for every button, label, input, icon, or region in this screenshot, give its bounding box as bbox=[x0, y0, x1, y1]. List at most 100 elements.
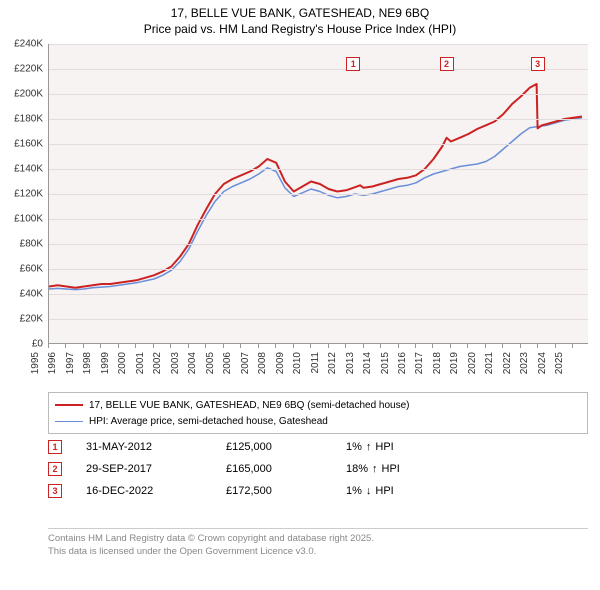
legend-swatch bbox=[55, 404, 83, 406]
x-tick-mark bbox=[520, 344, 521, 348]
y-tick-label: £20K bbox=[2, 314, 46, 325]
sales-date: 16-DEC-2022 bbox=[86, 485, 226, 497]
x-tick-mark bbox=[83, 344, 84, 348]
x-tick-mark bbox=[293, 344, 294, 348]
gridline-h bbox=[49, 194, 588, 195]
series-price_paid bbox=[49, 84, 582, 288]
legend-label: HPI: Average price, semi-detached house,… bbox=[89, 416, 328, 427]
x-tick-mark bbox=[100, 344, 101, 348]
y-tick-label: £220K bbox=[2, 64, 46, 75]
gridline-h bbox=[49, 269, 588, 270]
x-tick-mark bbox=[363, 344, 364, 348]
x-tick-mark bbox=[555, 344, 556, 348]
x-tick-mark bbox=[258, 344, 259, 348]
x-tick-mark bbox=[380, 344, 381, 348]
gridline-h bbox=[49, 219, 588, 220]
title-block: 17, BELLE VUE BANK, GATESHEAD, NE9 6BQ P… bbox=[0, 0, 600, 37]
title-address: 17, BELLE VUE BANK, GATESHEAD, NE9 6BQ bbox=[0, 6, 600, 22]
x-tick-mark bbox=[135, 344, 136, 348]
legend-row: HPI: Average price, semi-detached house,… bbox=[55, 413, 581, 429]
y-tick-label: £160K bbox=[2, 139, 46, 150]
arrow-up-icon: ↑ bbox=[366, 441, 372, 453]
y-tick-label: £0 bbox=[2, 339, 46, 350]
x-tick-mark bbox=[537, 344, 538, 348]
sales-marker: 1 bbox=[48, 440, 62, 454]
chart-marker: 2 bbox=[440, 57, 454, 71]
title-subtitle: Price paid vs. HM Land Registry's House … bbox=[0, 22, 600, 38]
sales-pct-value: 1% bbox=[346, 441, 362, 453]
chart-area: 123 £0£20K£40K£60K£80K£100K£120K£140K£16… bbox=[8, 44, 592, 384]
chart-marker: 3 bbox=[531, 57, 545, 71]
sales-pct: 1% ↑HPI bbox=[346, 441, 486, 453]
x-tick-mark bbox=[415, 344, 416, 348]
sales-marker: 3 bbox=[48, 484, 62, 498]
x-tick-mark bbox=[398, 344, 399, 348]
sales-price: £172,500 bbox=[226, 485, 346, 497]
gridline-h bbox=[49, 294, 588, 295]
sales-price: £165,000 bbox=[226, 463, 346, 475]
x-tick-mark bbox=[345, 344, 346, 348]
gridline-h bbox=[49, 169, 588, 170]
x-tick-mark bbox=[153, 344, 154, 348]
sales-row: 2 29-SEP-2017£165,00018% ↑ HPI bbox=[48, 458, 588, 480]
sales-price: £125,000 bbox=[226, 441, 346, 453]
chart-marker: 1 bbox=[346, 57, 360, 71]
x-tick-mark bbox=[432, 344, 433, 348]
plot-area: 1 2 3 bbox=[48, 44, 588, 344]
gridline-h bbox=[49, 319, 588, 320]
x-tick-mark bbox=[170, 344, 171, 348]
y-tick-label: £100K bbox=[2, 214, 46, 225]
x-tick-mark bbox=[118, 344, 119, 348]
sales-pct: 18% ↑ HPI bbox=[346, 463, 486, 475]
footer-attribution: Contains HM Land Registry data © Crown c… bbox=[48, 528, 588, 558]
x-tick-label: 2025 bbox=[554, 352, 590, 374]
y-tick-label: £60K bbox=[2, 264, 46, 275]
x-tick-mark bbox=[467, 344, 468, 348]
sales-marker: 2 bbox=[48, 462, 62, 476]
footer-line1: Contains HM Land Registry data © Crown c… bbox=[48, 533, 588, 545]
x-tick-mark bbox=[572, 344, 573, 348]
gridline-h bbox=[49, 144, 588, 145]
x-tick-mark bbox=[485, 344, 486, 348]
arrow-up-icon: ↑ bbox=[372, 463, 378, 475]
x-tick-mark bbox=[275, 344, 276, 348]
y-tick-label: £200K bbox=[2, 89, 46, 100]
y-tick-label: £180K bbox=[2, 114, 46, 125]
gridline-h bbox=[49, 119, 588, 120]
arrow-down-icon: ↓ bbox=[366, 485, 372, 497]
x-tick-mark bbox=[65, 344, 66, 348]
y-tick-label: £80K bbox=[2, 239, 46, 250]
x-tick-mark bbox=[240, 344, 241, 348]
x-tick-mark bbox=[48, 344, 49, 348]
gridline-h bbox=[49, 69, 588, 70]
footer-line2: This data is licensed under the Open Gov… bbox=[48, 546, 588, 558]
y-tick-label: £140K bbox=[2, 164, 46, 175]
gridline-h bbox=[49, 44, 588, 45]
x-tick-mark bbox=[502, 344, 503, 348]
x-tick-mark bbox=[205, 344, 206, 348]
gridline-h bbox=[49, 244, 588, 245]
x-tick-mark bbox=[450, 344, 451, 348]
x-tick-mark bbox=[328, 344, 329, 348]
legend-row: 17, BELLE VUE BANK, GATESHEAD, NE9 6BQ (… bbox=[55, 397, 581, 413]
x-tick-mark bbox=[310, 344, 311, 348]
sales-table: 131-MAY-2012£125,0001%↑HPI229-SEP-2017£1… bbox=[48, 436, 588, 502]
sales-suffix: HPI bbox=[375, 441, 393, 453]
legend: 17, BELLE VUE BANK, GATESHEAD, NE9 6BQ (… bbox=[48, 392, 588, 434]
x-tick-mark bbox=[188, 344, 189, 348]
sales-row: 3 16-DEC-2022£172,5001% ↓HPI bbox=[48, 480, 588, 502]
sales-pct: 1% ↓HPI bbox=[346, 485, 486, 497]
y-tick-label: £240K bbox=[2, 39, 46, 50]
y-tick-label: £40K bbox=[2, 289, 46, 300]
chart-container: 17, BELLE VUE BANK, GATESHEAD, NE9 6BQ P… bbox=[0, 0, 600, 590]
legend-swatch bbox=[55, 421, 83, 422]
gridline-h bbox=[49, 94, 588, 95]
sales-pct-value: 18% bbox=[346, 463, 368, 475]
sales-row: 131-MAY-2012£125,0001%↑HPI bbox=[48, 436, 588, 458]
sales-pct-value: 1% bbox=[346, 485, 362, 497]
y-tick-label: £120K bbox=[2, 189, 46, 200]
sales-date: 29-SEP-2017 bbox=[86, 463, 226, 475]
x-tick-mark bbox=[223, 344, 224, 348]
sales-suffix: HPI bbox=[375, 485, 393, 497]
sales-suffix: HPI bbox=[382, 463, 400, 475]
